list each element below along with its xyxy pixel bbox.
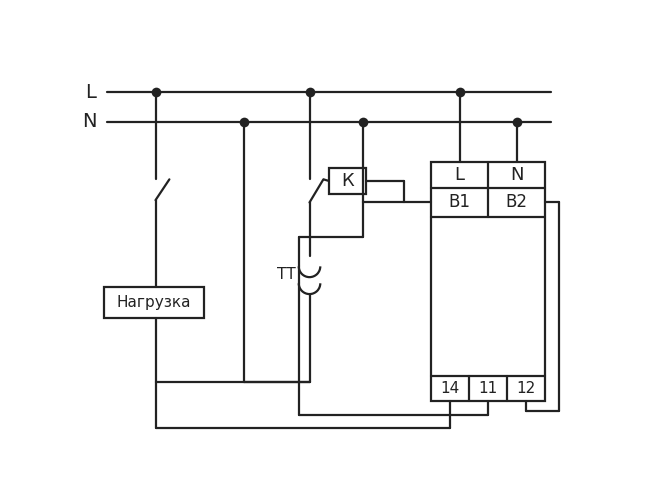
Text: ТТ: ТТ <box>277 268 296 282</box>
Text: L: L <box>455 166 464 184</box>
Text: К: К <box>341 172 353 190</box>
Text: L: L <box>85 83 96 102</box>
Text: 14: 14 <box>441 381 460 396</box>
Text: B2: B2 <box>506 194 528 212</box>
Bar <box>329 168 366 194</box>
Text: N: N <box>510 166 523 184</box>
Text: 12: 12 <box>517 381 536 396</box>
Bar <box>431 162 545 401</box>
Text: N: N <box>82 112 96 131</box>
Bar <box>104 287 204 318</box>
Text: B1: B1 <box>449 194 471 212</box>
Text: Нагрузка: Нагрузка <box>117 295 191 310</box>
Text: 11: 11 <box>479 381 498 396</box>
